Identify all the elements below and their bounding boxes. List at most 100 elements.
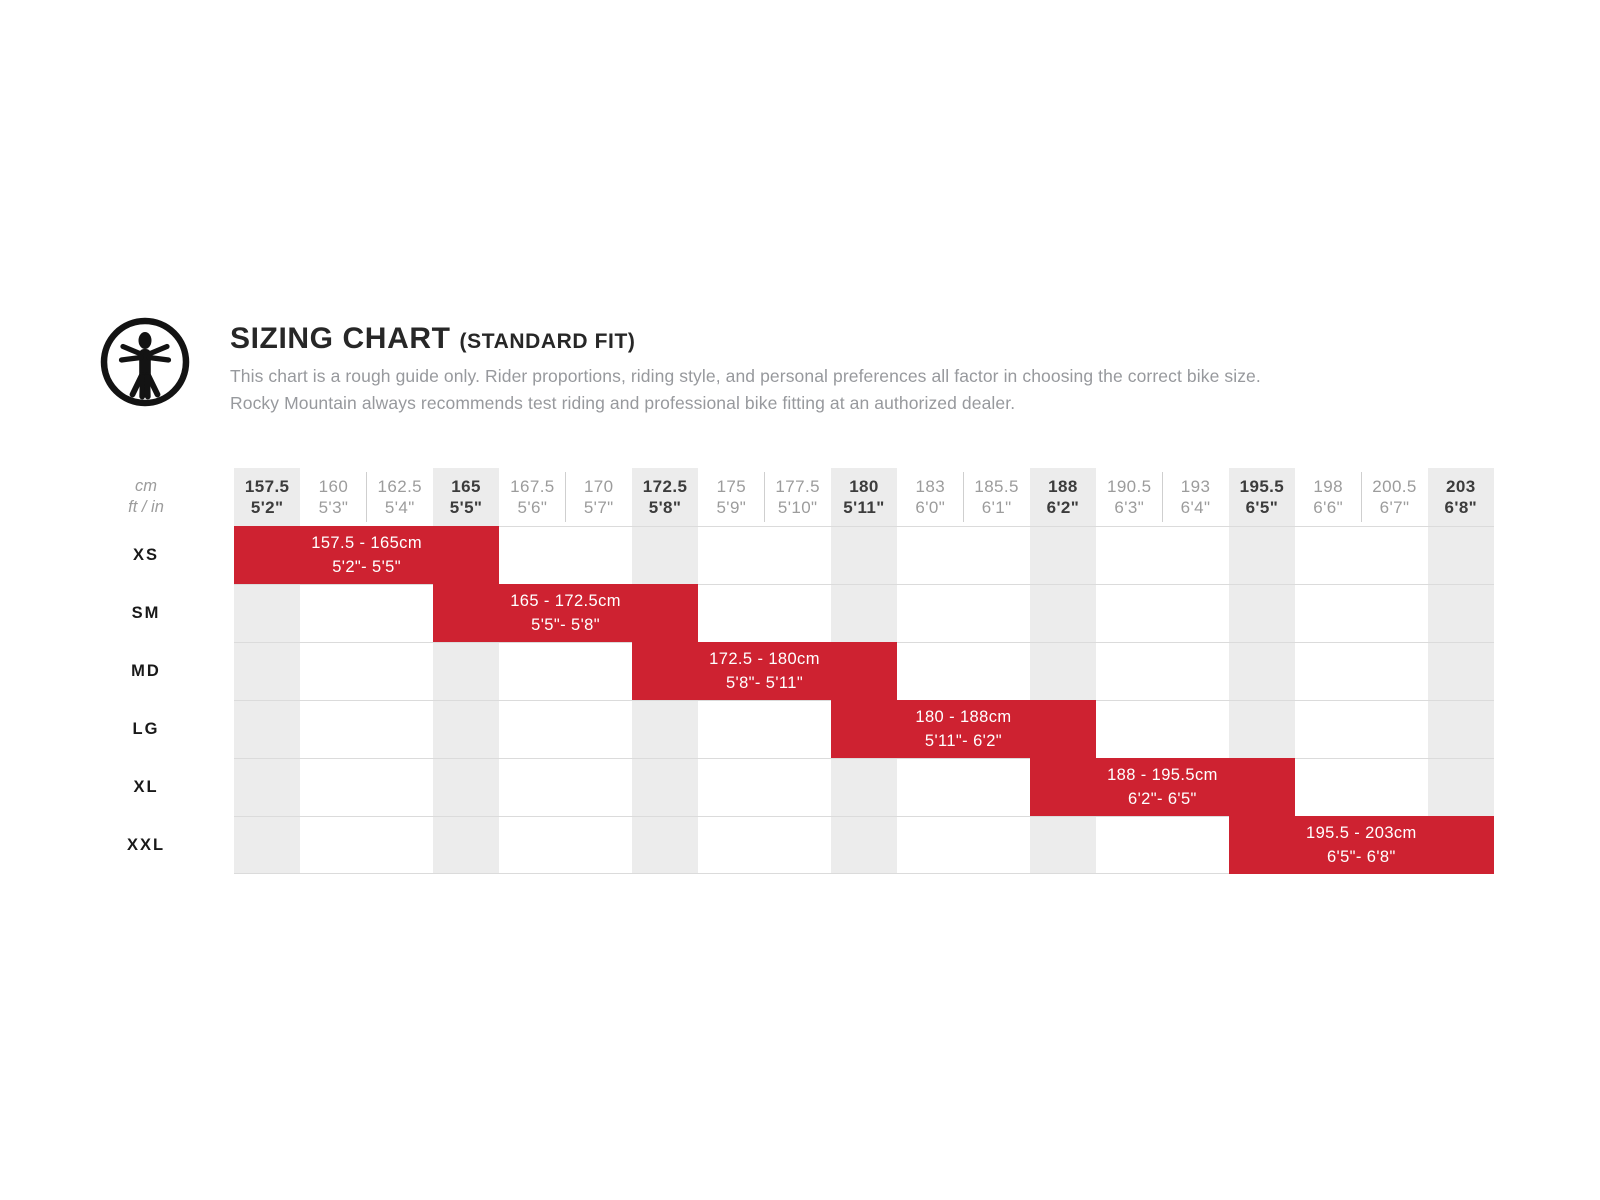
header-column-divider [565,472,567,522]
page-title-main: SIZING CHART [230,322,451,355]
header-cm-value: 157.5 [244,476,290,496]
header-column-divider [962,472,964,522]
header-ftin-value: 5'8" [648,498,682,517]
size-row-label: XXL [126,835,166,854]
header-ftin-value: 6'4" [1180,498,1211,517]
header-cm-value: 193 [1180,476,1211,496]
height-column-header: 177.5 5'10" [765,468,831,526]
size-row-label: LG [132,719,160,738]
header-cm-value: 160 [318,476,349,496]
bar-label-ftin-range: 5'8"- 5'11" [725,674,804,692]
header-cm-value: 165 [451,476,481,496]
size-range-bar: 195.5 - 203cm 6'5"- 6'8" [1228,816,1494,874]
height-column-header: 165 5'5" [433,468,499,526]
axis-unit-labels: cm ft / in [100,468,192,526]
sizing-chart: cm ft / in XS SM MD LG XL XXL 157.5 5'2" 160 5'3… [100,468,1494,874]
chart-header: SIZING CHART (STANDARD FIT) This chart i… [230,322,1350,416]
bar-label-ftin-range: 5'5"- 5'8" [531,616,600,634]
bar-label-cm-range: 195.5 - 203cm [1306,824,1417,842]
description-line-1: This chart is a rough guide only. Rider … [230,366,1261,386]
chart-description: This chart is a rough guide only. Rider … [230,363,1350,416]
size-range-bar: 172.5 - 180cm 5'8"- 5'11" [631,642,898,700]
height-column-header: 200.5 6'7" [1361,468,1427,526]
header-cm-value: 203 [1446,476,1476,496]
header-cm-value: 172.5 [642,476,688,496]
header-ftin-value: 5'6" [517,498,548,517]
column-highlight-stripe [1427,468,1494,874]
bar-label-cm-range: 172.5 - 180cm [709,650,820,668]
row-separator-line [234,584,1494,585]
size-row-label: XL [133,777,159,796]
header-cm-value: 195.5 [1239,476,1285,496]
height-column-header: 193 6'4" [1162,468,1228,526]
height-column-header: 167.5 5'6" [499,468,565,526]
height-column-header: 190.5 6'3" [1096,468,1162,526]
row-separator-line [234,526,1494,527]
height-column-header: 175 5'9" [698,468,764,526]
header-cm-value: 180 [849,476,879,496]
header-ftin-value: 5'2" [250,498,284,517]
header-column-divider [1161,472,1163,522]
vitruvian-man-icon [99,316,191,408]
unit-label-ftin: ft / in [128,498,164,516]
page-title: SIZING CHART (STANDARD FIT) [230,322,1350,356]
size-range-bar: 180 - 188cm 5'11"- 6'2" [830,700,1097,758]
header-ftin-value: 5'5" [449,498,483,517]
header-ftin-value: 6'7" [1379,498,1410,517]
sizing-table: 157.5 5'2" 160 5'3" 162.5 5'4" 165 5'5" 167.5 5'6… [234,468,1494,874]
size-range-bar: 157.5 - 165cm 5'2"- 5'5" [234,526,500,584]
header-cm-value: 185.5 [974,476,1019,496]
header-ftin-value: 6'0" [915,498,946,517]
header-column-divider [366,472,368,522]
height-column-header: 162.5 5'4" [367,468,433,526]
page-title-subtitle: (STANDARD FIT) [459,330,636,353]
size-range-bar: 188 - 195.5cm 6'2"- 6'5" [1029,758,1296,816]
height-column-header: 188 6'2" [1030,468,1096,526]
height-column-header: 195.5 6'5" [1229,468,1295,526]
header-cm-value: 198 [1313,476,1343,496]
header-ftin-value: 6'1" [981,498,1012,517]
header-ftin-value: 5'9" [716,498,747,517]
unit-label-cm: cm [135,477,157,495]
header-cm-value: 190.5 [1106,476,1152,496]
header-cm-value: 188 [1048,476,1078,496]
row-separator-line [234,758,1494,759]
bar-label-ftin-range: 5'2"- 5'5" [332,558,402,576]
header-cm-value: 200.5 [1372,476,1417,496]
header-ftin-value: 6'2" [1046,498,1080,517]
header-ftin-value: 6'5" [1245,498,1279,517]
height-column-header: 180 5'11" [831,468,897,526]
size-row-label: MD [131,661,161,680]
bar-label-ftin-range: 6'5"- 6'8" [1326,848,1396,866]
header-ftin-value: 5'11" [843,498,885,517]
height-column-header: 183 6'0" [897,468,963,526]
height-column-header: 160 5'3" [300,468,366,526]
header-cm-value: 167.5 [510,476,555,496]
description-line-2: Rocky Mountain always recommends test ri… [230,392,1016,413]
header-cm-value: 175 [716,476,747,496]
header-cm-value: 177.5 [775,476,820,496]
bar-label-cm-range: 180 - 188cm [915,708,1012,726]
height-column-header: 170 5'7" [566,468,632,526]
height-column-header: 198 6'6" [1295,468,1361,526]
size-row-label: SM [131,603,161,622]
header-ftin-value: 5'4" [384,498,415,517]
size-row-label: XS [132,545,159,564]
header-column-divider [1360,472,1362,522]
row-separator-line [234,873,1494,874]
header-ftin-value: 5'10" [777,498,818,517]
header-ftin-value: 5'7" [583,498,614,517]
header-ftin-value: 6'6" [1313,498,1344,517]
size-range-bar: 165 - 172.5cm 5'5"- 5'8" [432,584,699,642]
height-column-header: 185.5 6'1" [963,468,1029,526]
header-ftin-value: 5'3" [318,498,349,517]
bar-label-ftin-range: 5'11"- 6'2" [924,732,1003,750]
header-ftin-value: 6'3" [1114,498,1145,517]
bar-label-cm-range: 188 - 195.5cm [1107,766,1218,784]
height-column-header: 157.5 5'2" [234,468,300,526]
row-label-zone: cm ft / in XS SM MD LG XL XXL [100,468,192,874]
height-column-header: 172.5 5'8" [632,468,698,526]
row-separator-line [234,816,1494,817]
header-cm-value: 183 [915,476,946,496]
